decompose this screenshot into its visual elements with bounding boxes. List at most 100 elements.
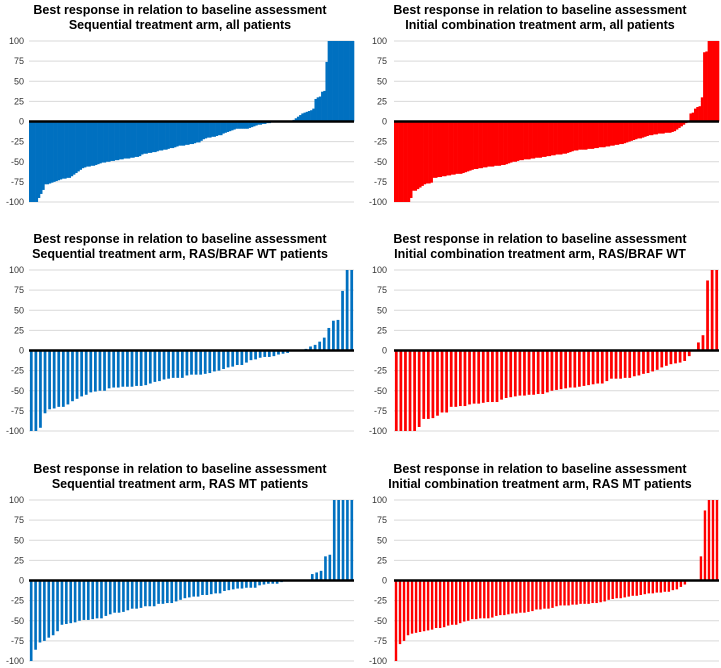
- bar: [455, 121, 458, 174]
- bar: [92, 121, 96, 166]
- bar: [527, 350, 531, 395]
- bar: [446, 121, 449, 176]
- bar: [494, 121, 497, 166]
- y-tick-label: -50: [11, 157, 24, 167]
- y-tick-label: 50: [14, 305, 24, 315]
- bar: [31, 121, 34, 202]
- bar: [403, 121, 406, 202]
- bar: [518, 350, 522, 396]
- y-tick-label: -25: [374, 137, 387, 147]
- bar: [223, 580, 226, 591]
- bar: [697, 342, 700, 351]
- chart-subtitle: Sequential treatment arm, all patients: [69, 18, 291, 32]
- bar: [88, 121, 91, 167]
- bar: [73, 580, 77, 623]
- bar: [327, 41, 331, 122]
- bar: [568, 350, 572, 388]
- bar: [610, 350, 613, 379]
- y-tick-label: -25: [11, 366, 24, 376]
- bar: [220, 121, 223, 136]
- bar: [61, 121, 65, 179]
- bar: [254, 350, 257, 360]
- bar: [662, 121, 665, 134]
- bar: [404, 350, 407, 431]
- bar: [469, 121, 472, 171]
- bar: [615, 580, 618, 599]
- bar: [578, 121, 581, 150]
- bar: [459, 350, 462, 407]
- bar: [509, 121, 513, 163]
- bar: [94, 121, 98, 165]
- chart-panel: Best response in relation to baseline as…: [6, 462, 354, 666]
- bar: [158, 121, 162, 151]
- bar: [600, 350, 604, 384]
- bar: [535, 580, 538, 610]
- bar: [39, 121, 43, 194]
- bar: [527, 580, 530, 612]
- bar: [646, 350, 650, 374]
- bar: [346, 500, 349, 581]
- bar: [425, 121, 429, 184]
- bar: [135, 350, 138, 386]
- bar: [60, 580, 64, 625]
- bar: [491, 350, 494, 403]
- bar: [478, 121, 481, 169]
- y-tick-label: 0: [382, 346, 387, 356]
- bar: [213, 121, 216, 137]
- bar: [564, 121, 568, 154]
- bar: [546, 121, 549, 157]
- bar: [484, 121, 488, 168]
- bar: [503, 121, 506, 165]
- bar: [475, 121, 479, 169]
- bar: [489, 121, 493, 167]
- bar: [98, 350, 102, 391]
- bar: [217, 350, 221, 371]
- bar: [587, 580, 590, 604]
- bar: [399, 350, 403, 431]
- bar: [714, 41, 718, 122]
- bar: [253, 580, 257, 588]
- bar: [573, 350, 577, 388]
- bar: [170, 580, 174, 604]
- bar: [29, 121, 32, 202]
- bar: [666, 121, 670, 133]
- bar: [165, 121, 168, 150]
- bar: [203, 350, 207, 374]
- bar: [258, 580, 261, 586]
- bar: [154, 121, 157, 153]
- y-tick-label: -50: [11, 616, 24, 626]
- y-tick-label: -100: [6, 426, 24, 436]
- bar: [299, 115, 302, 122]
- y-tick-label: 25: [377, 325, 387, 335]
- bar: [583, 580, 586, 604]
- bar: [191, 121, 194, 145]
- bar: [151, 121, 155, 153]
- bar: [682, 121, 686, 125]
- bar: [242, 121, 245, 129]
- bar: [310, 110, 313, 122]
- bar: [669, 121, 672, 133]
- bar: [112, 350, 116, 388]
- bar: [79, 121, 83, 170]
- bar: [201, 580, 204, 595]
- bar: [495, 350, 499, 403]
- bar: [205, 580, 209, 595]
- bar: [249, 580, 253, 588]
- bar: [56, 580, 59, 632]
- bar: [394, 350, 398, 431]
- bar: [442, 580, 446, 628]
- bar: [630, 121, 633, 141]
- bar: [39, 350, 42, 428]
- bar: [591, 121, 595, 149]
- bar: [166, 580, 169, 604]
- bar: [410, 580, 414, 634]
- bar: [555, 121, 558, 155]
- bar: [400, 121, 404, 202]
- bar: [347, 41, 350, 122]
- bar: [716, 41, 720, 122]
- bar: [569, 121, 572, 153]
- bar: [680, 121, 683, 127]
- bar: [454, 580, 458, 625]
- bar: [153, 350, 157, 382]
- bar: [475, 580, 478, 620]
